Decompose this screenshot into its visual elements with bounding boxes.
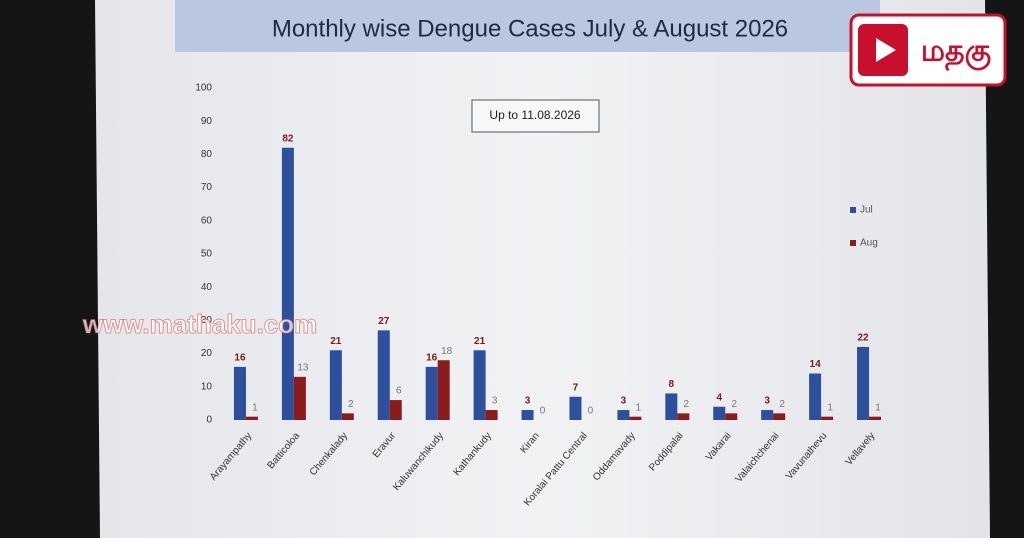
y-tick-label: 100: [195, 83, 212, 94]
bar: [389, 400, 402, 420]
value-label: 14: [810, 359, 822, 370]
value-label: 1: [827, 402, 833, 413]
bar: [857, 346, 870, 420]
chart-title: Monthly wise Dengue Cases July & August …: [272, 15, 788, 42]
y-tick-label: 20: [201, 348, 213, 359]
bar: [425, 366, 438, 420]
annotation-box: [471, 99, 600, 133]
value-label: 2: [731, 399, 737, 410]
value-label: 2: [779, 399, 785, 410]
y-tick-label: 10: [201, 381, 213, 392]
value-label: 0: [540, 406, 546, 417]
value-label: 4: [716, 392, 722, 403]
value-label: 18: [441, 346, 453, 357]
y-tick-label: 40: [201, 282, 213, 293]
bar: [281, 147, 294, 420]
value-label: 16: [426, 353, 438, 364]
bar: [485, 410, 498, 420]
bar: [725, 413, 738, 420]
bar: [869, 416, 882, 420]
bar: [809, 373, 822, 420]
bar: [761, 410, 774, 420]
screen: [95, 0, 990, 538]
value-label: 27: [378, 316, 390, 327]
bar: [245, 416, 258, 420]
bar: [713, 406, 726, 420]
y-tick-label: 30: [201, 315, 213, 326]
bar: [521, 410, 534, 420]
bar: [377, 330, 390, 420]
bar: [629, 416, 642, 420]
value-label: 13: [297, 362, 309, 373]
value-label: 0: [588, 406, 594, 417]
value-label: 3: [621, 396, 627, 407]
value-label: 1: [636, 402, 642, 413]
bar: [773, 413, 786, 420]
y-tick-label: 90: [201, 116, 213, 127]
bar: [677, 413, 690, 420]
legend-swatch: [850, 240, 856, 246]
value-label: 22: [857, 333, 869, 344]
title-band: [175, 0, 880, 52]
logo-text: மதகு: [921, 34, 991, 72]
value-label: 3: [492, 396, 498, 407]
value-label: 21: [474, 336, 486, 347]
bar: [293, 376, 306, 420]
bar: [569, 396, 582, 420]
bar: [617, 410, 630, 420]
legend-swatch: [850, 207, 856, 213]
value-label: 3: [525, 396, 531, 407]
legend-label: Aug: [860, 238, 878, 249]
legend-label: Jul: [860, 205, 873, 216]
value-label: 21: [330, 336, 342, 347]
y-tick-label: 50: [201, 249, 213, 260]
bar: [341, 413, 354, 420]
logo-play: [876, 38, 896, 62]
value-label: 2: [684, 399, 690, 410]
bar: [473, 350, 486, 420]
bar: [233, 366, 246, 420]
value-label: 6: [396, 386, 402, 397]
y-tick-label: 80: [201, 149, 213, 160]
annotation: Up to 11.08.2026: [489, 108, 581, 122]
value-label: 82: [282, 133, 294, 144]
value-label: 3: [764, 396, 770, 407]
bar: [821, 416, 834, 420]
bar: [665, 393, 678, 420]
y-tick-label: 60: [201, 215, 213, 226]
value-label: 16: [234, 353, 246, 364]
bar: [437, 360, 450, 420]
y-tick-label: 0: [206, 415, 212, 426]
value-label: 7: [573, 382, 579, 393]
value-label: 2: [348, 399, 354, 410]
bar: [329, 350, 342, 420]
value-label: 1: [875, 402, 881, 413]
value-label: 8: [669, 379, 675, 390]
y-tick-label: 70: [201, 182, 213, 193]
value-label: 1: [252, 402, 258, 413]
watermark: www.mathaku.com: [82, 309, 318, 339]
